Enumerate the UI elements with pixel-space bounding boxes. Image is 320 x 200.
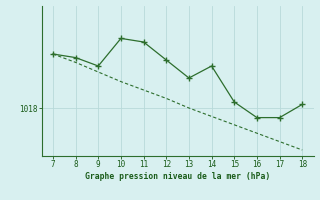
X-axis label: Graphe pression niveau de la mer (hPa): Graphe pression niveau de la mer (hPa) (85, 172, 270, 181)
